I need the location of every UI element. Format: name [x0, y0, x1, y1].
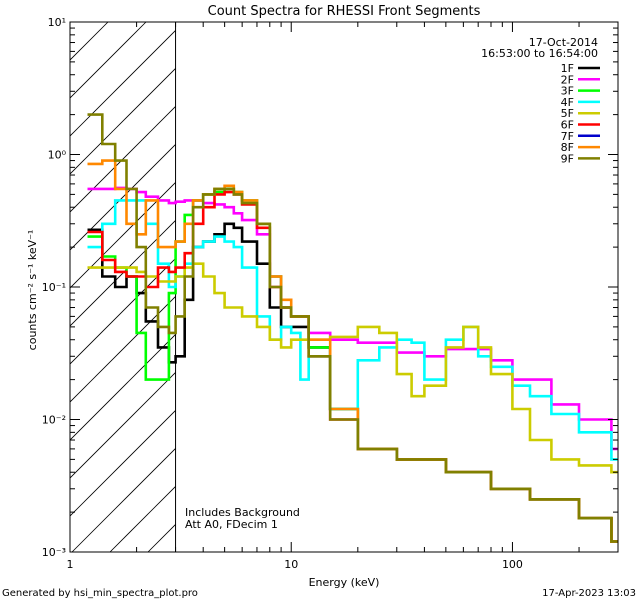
time-range-label: 16:53:00 to 16:54:00	[481, 47, 598, 60]
series-line-3F	[87, 187, 618, 543]
x-tick-label: 10	[284, 558, 298, 571]
series-line-8F	[87, 159, 618, 543]
series-line-5F	[87, 262, 618, 474]
series-lines	[87, 22, 618, 552]
series-line-1F	[87, 222, 618, 543]
y-tick-label: 10⁻³	[42, 546, 66, 559]
hatch-line	[70, 409, 176, 517]
axis-ticks: 1 10 100 10¹ 10⁰ 10⁻¹ 10⁻² 10⁻³	[42, 16, 619, 571]
legend-label-1F: 1F	[561, 62, 574, 75]
hatch-line	[70, 219, 176, 327]
legend-label-9F: 9F	[561, 152, 574, 165]
y-tick-label: 10¹	[48, 16, 66, 29]
hatch-line	[71, 447, 176, 552]
hatch-line	[70, 67, 176, 175]
hatched-region	[70, 22, 176, 552]
series-line-9F	[87, 113, 618, 543]
y-tick-label: 10⁰	[48, 149, 67, 162]
annotation-attenuator: Att A0, FDecim 1	[185, 518, 278, 531]
timestamp-label: 17-Apr-2023 13:03	[542, 588, 636, 599]
annotation-background: Includes Background	[185, 506, 300, 519]
x-tick-label: 1	[67, 558, 74, 571]
legend-label-2F: 2F	[561, 73, 574, 86]
date-label: 17-Oct-2014	[529, 36, 598, 49]
series-line-6F	[87, 190, 618, 543]
legend-label-6F: 6F	[561, 119, 574, 132]
legend-label-5F: 5F	[561, 107, 574, 120]
x-axis-label: Energy (keV)	[309, 576, 380, 589]
y-tick-label: 10⁻¹	[42, 281, 66, 294]
generated-by-label: Generated by hsi_min_spectra_plot.pro	[2, 588, 198, 599]
hatch-line	[70, 105, 176, 213]
y-axis-label: counts cm⁻² s⁻¹ keV⁻¹	[26, 230, 39, 351]
x-tick-label: 100	[502, 558, 523, 571]
legend-label-4F: 4F	[561, 96, 574, 109]
legend-label-8F: 8F	[561, 141, 574, 154]
legend-label-3F: 3F	[561, 85, 574, 98]
y-tick-label: 10⁻²	[42, 414, 66, 427]
hatch-line	[70, 371, 176, 479]
hatch-line	[70, 295, 176, 403]
legend-label-7F: 7F	[561, 130, 574, 143]
hatch-line	[70, 29, 176, 137]
chart-title: Count Spectra for RHESSI Front Segments	[208, 4, 481, 19]
